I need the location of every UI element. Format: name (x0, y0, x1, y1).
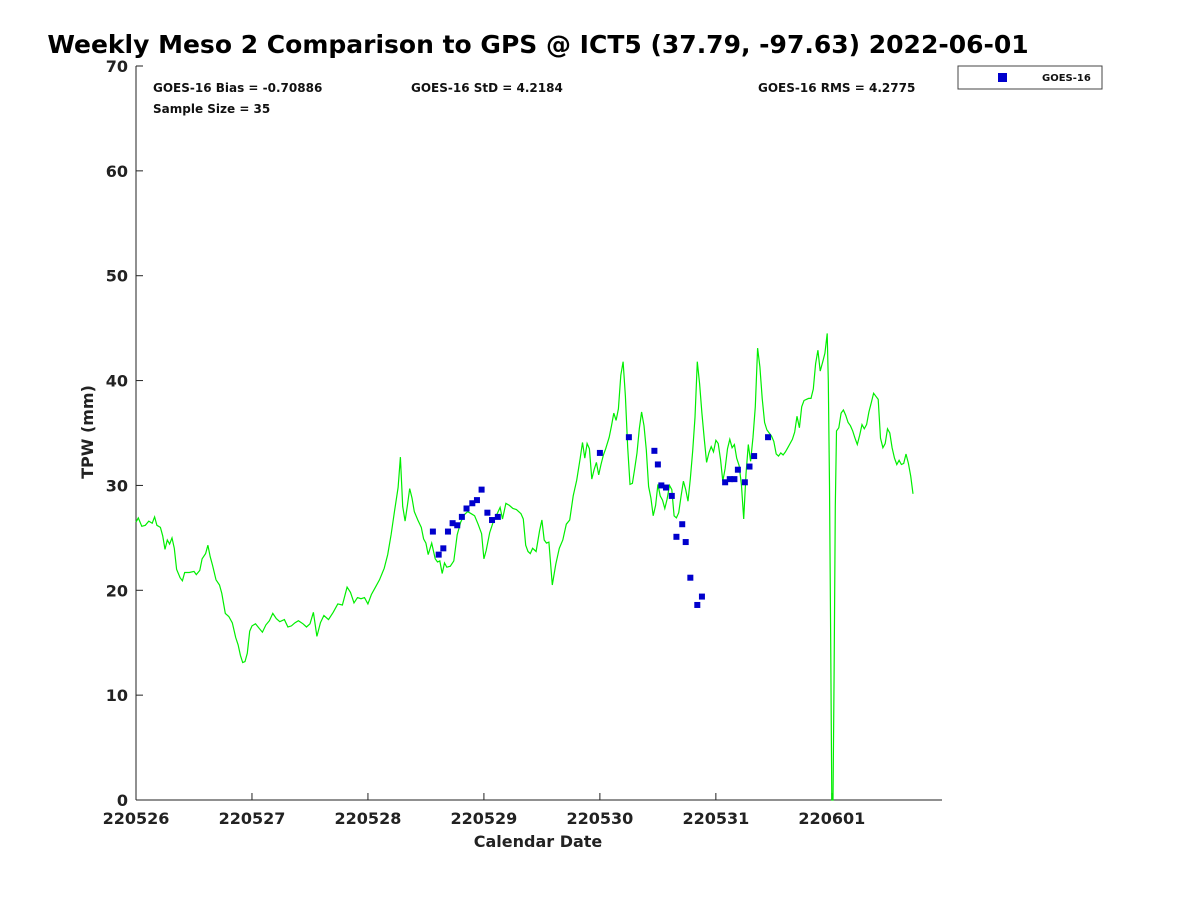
data-point-goes16 (698, 593, 705, 600)
data-point-goes16 (473, 497, 480, 504)
data-point-goes16 (429, 528, 436, 535)
y-tick-label: 30 (106, 476, 128, 495)
data-point-goes16 (734, 466, 741, 473)
data-point-goes16 (726, 476, 733, 483)
data-point-goes16 (682, 539, 689, 546)
plot-frame (136, 66, 942, 800)
legend-label-goes16: GOES-16 (1042, 73, 1091, 84)
data-point-goes16 (731, 476, 738, 483)
stat-sample-size: Sample Size = 35 (153, 102, 270, 116)
data-point-goes16 (435, 551, 442, 558)
y-axis-label: TPW (mm) (78, 385, 97, 479)
x-tick-label: 220530 (566, 809, 633, 828)
data-point-goes16 (746, 463, 753, 470)
x-axis-label: Calendar Date (474, 832, 603, 851)
data-point-goes16 (449, 520, 456, 527)
y-tick-label: 0 (117, 791, 128, 810)
data-point-goes16 (662, 484, 669, 491)
legend-marker-goes16 (998, 73, 1007, 82)
data-point-goes16 (444, 528, 451, 535)
data-point-goes16 (687, 574, 694, 581)
x-tick-label: 220601 (798, 809, 865, 828)
data-point-goes16 (765, 434, 772, 441)
data-point-goes16 (651, 447, 658, 454)
x-tick-label: 220526 (103, 809, 170, 828)
data-point-goes16 (489, 517, 496, 524)
y-tick-label: 10 (106, 686, 128, 705)
data-point-goes16 (679, 521, 686, 528)
y-tick-label: 40 (106, 372, 128, 391)
y-tick-label: 50 (106, 267, 128, 286)
stat-bias: GOES-16 Bias = -0.70886 (153, 81, 322, 95)
data-point-goes16 (458, 513, 465, 520)
stat-std: GOES-16 StD = 4.2184 (411, 81, 563, 95)
data-point-goes16 (654, 461, 661, 468)
data-point-goes16 (694, 601, 701, 608)
data-point-goes16 (668, 492, 675, 499)
data-point-goes16 (741, 479, 748, 486)
data-point-goes16 (673, 533, 680, 540)
data-point-goes16 (625, 434, 632, 441)
legend-box (957, 65, 1103, 90)
data-point-goes16 (596, 449, 603, 456)
y-tick-label: 20 (106, 581, 128, 600)
data-point-goes16 (440, 545, 447, 552)
data-point-goes16 (463, 505, 470, 512)
data-point-goes16 (478, 486, 485, 493)
x-tick-label: 220529 (451, 809, 518, 828)
data-point-goes16 (494, 513, 501, 520)
data-point-goes16 (722, 479, 729, 486)
x-tick-label: 220527 (219, 809, 286, 828)
stat-rms: GOES-16 RMS = 4.2775 (758, 81, 915, 95)
chart-title: Weekly Meso 2 Comparison to GPS @ ICT5 (… (47, 30, 1028, 59)
series-line-gps (135, 333, 914, 801)
series-layer (135, 333, 914, 801)
x-ticks: 220526 220527 220528 220529 220530 220531 2206… (103, 793, 865, 828)
y-tick-label: 70 (106, 57, 128, 76)
x-tick-label: 220531 (682, 809, 749, 828)
legend: GOES-16 (957, 65, 1103, 90)
data-point-goes16 (454, 522, 461, 529)
data-point-goes16 (658, 482, 665, 489)
y-tick-label: 60 (106, 162, 128, 181)
data-point-goes16 (484, 509, 491, 516)
plot-area: 0 10 20 30 40 50 60 70 220526 220527 220528 220529… (103, 57, 942, 828)
data-point-goes16 (751, 453, 758, 460)
data-point-goes16 (469, 500, 476, 507)
y-ticks: 0 10 20 30 40 50 60 70 (106, 57, 143, 810)
x-tick-label: 220528 (335, 809, 402, 828)
